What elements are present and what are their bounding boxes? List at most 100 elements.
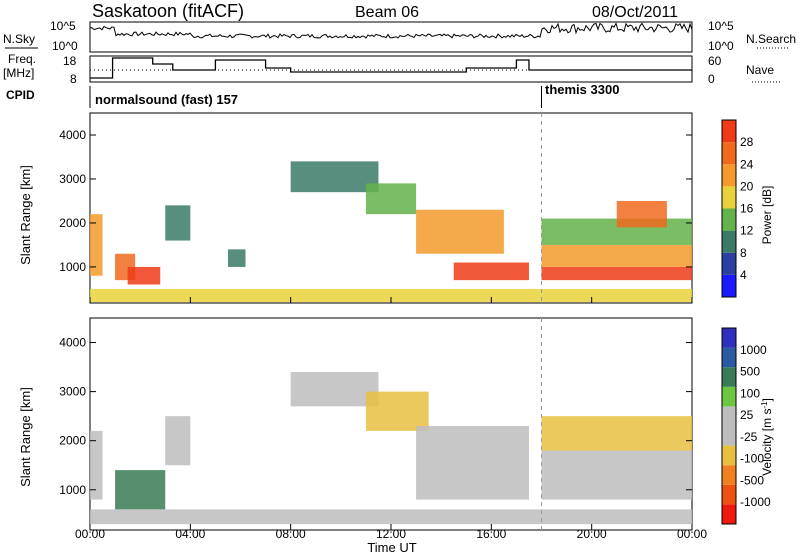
power-region-13	[616, 200, 667, 228]
power-colorbar-tick-24: 24	[740, 157, 754, 171]
power-colorbar-tick-4: 4	[740, 268, 747, 282]
velocity-ytick-label-2000: 2000	[59, 434, 86, 448]
freq-tick-top: 18	[63, 54, 77, 68]
x-tick-label-1: 04:00	[175, 527, 205, 541]
velocity-colorbar-bin-6	[722, 406, 736, 426]
velocity-colorbar-bin-8	[722, 367, 736, 387]
velocity-ytick-label-3000: 3000	[59, 385, 86, 399]
velocity-ytick-label-1000: 1000	[59, 483, 86, 497]
power-region-10	[541, 266, 692, 281]
x-axis-label: Time UT	[367, 540, 416, 554]
nsearch-tick-bottom: 10^0	[708, 39, 734, 53]
nsky-label: N.Sky	[3, 32, 35, 46]
cpid-segment-2: themis 3300	[545, 82, 619, 97]
power-colorbar-bin-4	[722, 208, 736, 231]
power-region-11	[541, 244, 692, 267]
velocity-colorbar-tick-500: 500	[740, 365, 760, 379]
freq-unit: [MHz]	[3, 66, 34, 80]
velocity-colorbar-bin-10	[722, 328, 736, 348]
nsearch-label: N.Search	[746, 32, 796, 46]
velocity-region-5	[365, 391, 429, 431]
velocity-colorbar-frame	[721, 327, 737, 525]
power-region-8	[416, 209, 504, 254]
station-title: Saskatoon (fitACF)	[92, 1, 244, 21]
power-ytick-label-2000: 2000	[59, 216, 86, 230]
velocity-colorbar-tick--100: -100	[740, 452, 764, 466]
nsearch-tick-top: 10^5	[708, 19, 734, 33]
velocity-colorbar-bin-1	[722, 504, 736, 524]
velocity-colorbar-bin-4	[722, 445, 736, 466]
x-tick-label-0: 00:00	[75, 527, 105, 541]
power-region-3	[127, 266, 161, 285]
velocity-region-7	[541, 450, 692, 500]
velocity-region-3	[165, 416, 191, 466]
velocity-colorbar-bin-7	[722, 386, 736, 407]
velocity-region-1	[90, 430, 103, 500]
velocity-colorbar-bin-5	[722, 426, 736, 446]
power-colorbar-bin-7	[722, 142, 736, 165]
power-region-7	[365, 183, 417, 215]
power-colorbar-tick-8: 8	[740, 246, 747, 260]
velocity-ytick-label-4000: 4000	[59, 336, 86, 350]
power-colorbar-bin-2	[722, 252, 736, 275]
power-colorbar-bin-1	[722, 274, 736, 297]
velocity-ylabel: Slant Range [km]	[18, 387, 33, 487]
velocity-colorbar-tick--25: -25	[740, 430, 758, 444]
power-region-1	[90, 214, 103, 276]
frequency-trace	[90, 57, 692, 79]
power-ytick-label-1000: 1000	[59, 260, 86, 274]
power-colorbar-tick-20: 20	[740, 179, 754, 193]
nsky-tick-bottom: 10^0	[52, 39, 78, 53]
x-tick-label-4: 16:00	[476, 527, 506, 541]
power-region-5	[227, 249, 246, 267]
nsky-tick-top: 10^5	[50, 19, 76, 33]
power-region-9	[453, 262, 529, 281]
nave-label: Nave	[746, 63, 774, 77]
power-colorbar-bin-3	[722, 230, 736, 253]
power-colorbar-tick-12: 12	[740, 224, 754, 238]
velocity-region-2	[115, 470, 166, 510]
cpid-segment-1: normalsound (fast) 157	[95, 92, 238, 107]
nave-tick-top: 60	[708, 54, 722, 68]
power-colorbar-bin-5	[722, 186, 736, 209]
power-colorbar-tick-16: 16	[740, 202, 754, 216]
power-colorbar-frame	[721, 119, 737, 298]
power-ytick-label-4000: 4000	[59, 128, 86, 142]
cpid-label: CPID	[6, 88, 35, 102]
velocity-colorbar-bin-3	[722, 465, 736, 485]
freq-tick-bottom: 8	[70, 72, 77, 86]
power-region-4	[165, 205, 191, 241]
velocity-region-9	[90, 509, 692, 525]
power-ylabel: Slant Range [km]	[18, 165, 33, 265]
power-ytick-label-3000: 3000	[59, 172, 86, 186]
velocity-region-8	[541, 416, 692, 451]
velocity-colorbar-bin-2	[722, 484, 736, 505]
velocity-colorbar-label: Velocity [m s-1]	[760, 398, 775, 476]
date-title: 08/Oct/2011	[592, 4, 678, 21]
nsky-panel	[89, 21, 693, 53]
freq-label: Freq.	[8, 52, 36, 66]
velocity-colorbar-tick--1000: -1000	[740, 495, 771, 509]
x-tick-label-5: 20:00	[577, 527, 607, 541]
power-colorbar-bin-8	[722, 120, 736, 143]
x-tick-label-2: 08:00	[276, 527, 306, 541]
power-colorbar-bin-6	[722, 164, 736, 187]
velocity-colorbar-tick-1000: 1000	[740, 343, 767, 357]
velocity-colorbar-bin-9	[722, 347, 736, 368]
freq-panel	[89, 55, 693, 83]
power-colorbar-label: Power [dB]	[760, 186, 774, 245]
chart-dynamic-layer: 1000200030004000481216202428100020003000…	[59, 21, 771, 541]
x-tick-label-3: 12:00	[376, 527, 406, 541]
velocity-region-6	[416, 425, 529, 500]
velocity-region-4	[290, 371, 379, 407]
velocity-colorbar-tick--500: -500	[740, 473, 764, 487]
nsky-trace	[89, 22, 693, 39]
power-colorbar-tick-28: 28	[740, 135, 754, 149]
power-region-6	[290, 161, 379, 193]
velocity-colorbar-tick-100: 100	[740, 386, 760, 400]
x-tick-label-6: 00:00	[677, 527, 707, 541]
nave-tick-bottom: 0	[708, 72, 715, 86]
beam-title: Beam 06	[355, 4, 419, 21]
